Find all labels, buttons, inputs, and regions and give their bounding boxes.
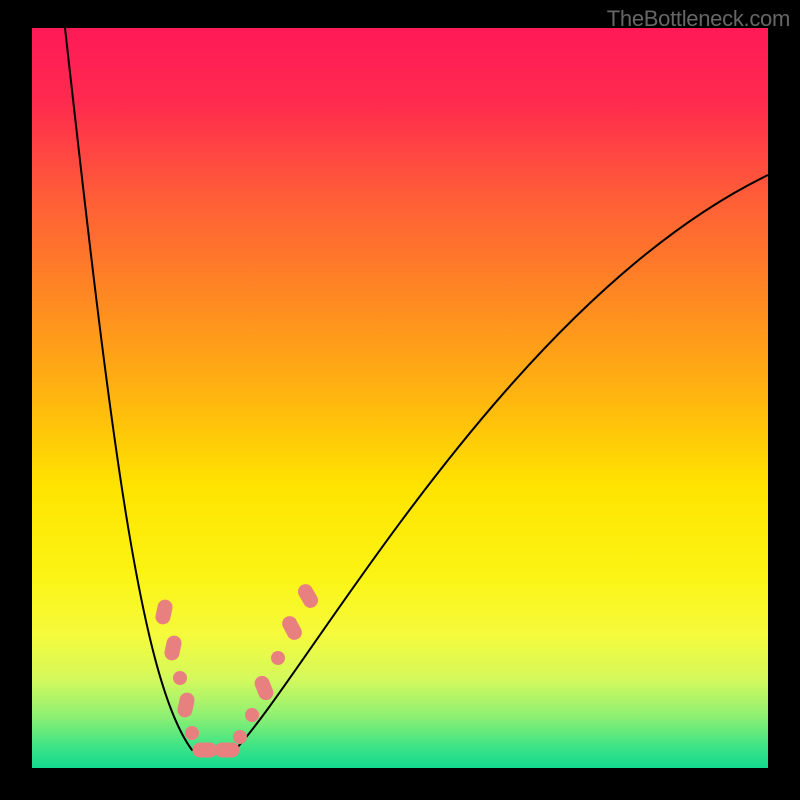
curve-marker-dot bbox=[185, 726, 199, 740]
curve-marker-pill bbox=[215, 743, 240, 758]
bottleneck-curve-chart bbox=[0, 0, 800, 800]
chart-wrapper: TheBottleneck.com bbox=[0, 0, 800, 800]
curve-marker-dot bbox=[245, 708, 259, 722]
watermark-text: TheBottleneck.com bbox=[607, 6, 790, 32]
curve-marker-pill bbox=[193, 743, 218, 758]
curve-marker-dot bbox=[271, 651, 285, 665]
curve-marker-dot bbox=[173, 671, 187, 685]
gradient-background bbox=[32, 28, 768, 768]
curve-marker-dot bbox=[233, 730, 247, 744]
